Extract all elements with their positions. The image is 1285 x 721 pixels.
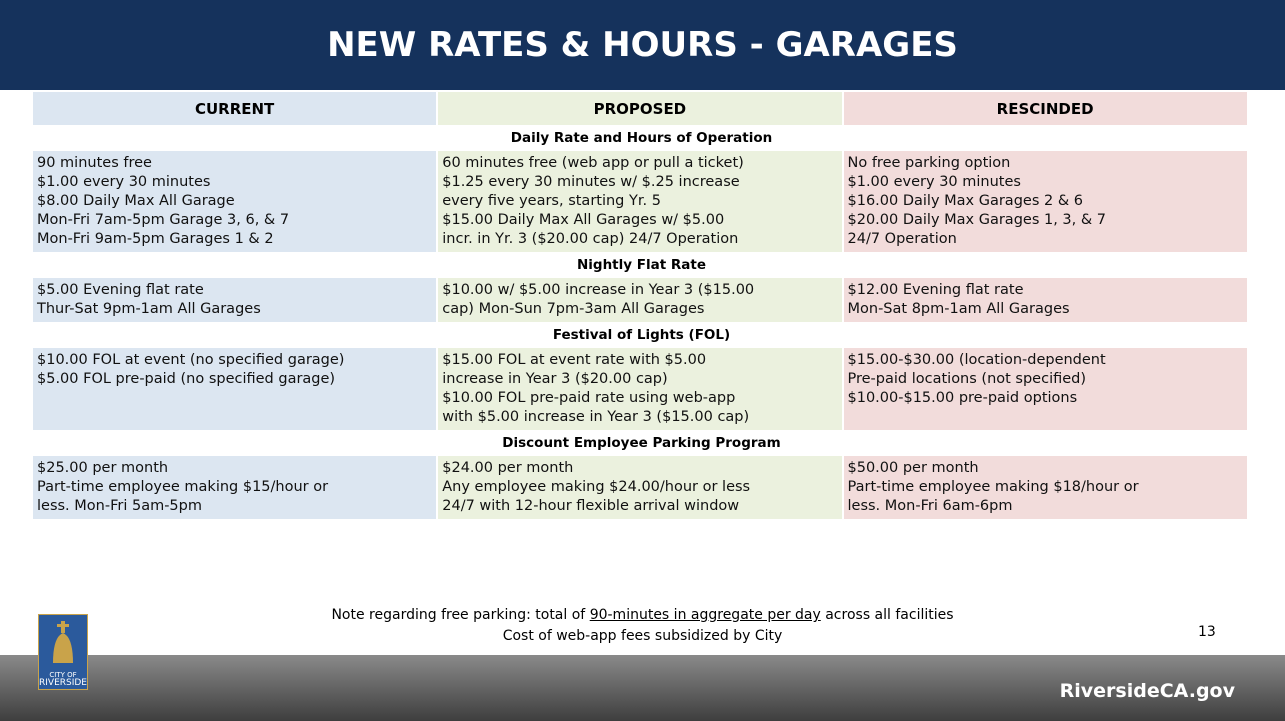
cell: 90 minutes free $1.00 every 30 minutes $8.… [33,151,439,252]
footer [0,655,1285,721]
cell-line: Part-time employee making $18/hour or [847,479,1139,495]
section-row: $5.00 Evening flat rate Thur-Sat 9pm-1am … [33,278,1250,322]
cell-line: $1.00 every 30 minutes [847,174,1021,190]
cell-line: $10.00-$15.00 pre-paid options [847,390,1078,406]
cell-line: 24/7 Operation [847,231,957,247]
cell: No free parking option $1.00 every 30 min… [843,151,1249,252]
note: Note regarding free parking: total of 90… [0,605,1285,626]
cell-line: Thur-Sat 9pm-1am All Garages [37,301,261,317]
cell-line: Mon-Fri 7am-5pm Garage 3, 6, & 7 [37,212,290,228]
header-row: CURRENT PROPOSED RESCINDED [33,92,1250,125]
cell: $15.00 FOL at event rate with $5.00 incre… [438,348,844,430]
cell: $24.00 per month Any employee making $24.… [438,456,844,519]
cell-line: $5.00 Evening flat rate [37,282,204,298]
cell-line: 90 minutes free [37,155,152,171]
cell-line: Pre-paid locations (not specified) [847,371,1087,387]
logo: CITY OF RIVERSIDE [38,614,88,690]
logo-line: RIVERSIDE [39,678,87,688]
cell-line: $1.25 every 30 minutes w/ $.25 increase [442,174,740,190]
cell-line: Part-time employee making $15/hour or [37,479,329,495]
note-text: across all facilities [820,607,954,623]
note: Cost of web-app fees subsidized by City [502,628,783,644]
cell-line: Mon-Sat 8pm-1am All Garages [847,301,1070,317]
cell-line: $5.00 FOL pre-paid (no specified garage) [37,371,336,387]
page-number: 13 [1198,624,1216,640]
cell: $10.00 FOL at event (no specified garage… [33,348,439,430]
note-underlined: 90-minutes in aggregate per day [589,607,821,623]
cell-line: $50.00 per month [847,460,979,476]
cell: $10.00 w/ $5.00 increase in Year 3 ($15.… [438,278,844,322]
rates-table: CURRENT PROPOSED RESCINDED Daily Rate and H… [33,92,1250,519]
section-title: Festival of Lights (FOL) [552,327,731,343]
column-header: PROPOSED [438,92,844,125]
cell-line: less. Mon-Fri 6am-6pm [847,498,1013,514]
cell-line: $15.00-$30.00 (location-dependent [847,352,1106,368]
cell-line: $10.00 w/ $5.00 increase in Year 3 ($15.… [442,282,755,298]
cell-line: $15.00 FOL at event rate with $5.00 [442,352,707,368]
cell-line: increase in Year 3 ($20.00 cap) [442,371,668,387]
title: NEW RATES & HOURS - GARAGES [327,25,958,65]
column-header: RESCINDED [843,92,1249,125]
cell-line: less. Mon-Fri 5am-5pm [37,498,202,514]
section-row: 90 minutes free $1.00 every 30 minutes $8.… [33,151,1250,252]
title-bar: NEW RATES & HOURS - GARAGES [0,0,1285,90]
footer-url: RiversideCA.gov [1059,680,1235,702]
cell-line: 60 minutes free (web app or pull a ticke… [442,155,744,171]
section-row: $25.00 per month Part-time employee makin… [33,456,1250,519]
logo-text: CITY OF RIVERSIDE [39,671,87,688]
cell: $12.00 Evening flat rate Mon-Sat 8pm-1am … [843,278,1249,322]
cell-line: $24.00 per month [442,460,574,476]
cell-line: $15.00 Daily Max All Garages w/ $5.00 [442,212,725,228]
cell-line: $16.00 Daily Max Garages 2 & 6 [847,193,1083,209]
cell-line: $12.00 Evening flat rate [847,282,1024,298]
cell-line: cap) Mon-Sun 7pm-3am All Garages [442,301,705,317]
cell-line: 24/7 with 12-hour flexible arrival windo… [442,498,740,514]
section-title: Discount Employee Parking Program [502,435,781,451]
cell-line: with $5.00 increase in Year 3 ($15.00 ca… [442,409,750,425]
cell-line: Any employee making $24.00/hour or less [442,479,751,495]
cell-line: $8.00 Daily Max All Garage [37,193,235,209]
cell: $50.00 per month Part-time employee makin… [843,456,1249,519]
cell: 60 minutes free (web app or pull a ticke… [438,151,844,252]
logo-icon [53,621,73,663]
cell-line: Mon-Fri 9am-5pm Garages 1 & 2 [37,231,274,247]
section-title: Daily Rate and Hours of Operation [510,130,773,146]
cell-line: incr. in Yr. 3 ($20.00 cap) 24/7 Operati… [442,231,739,247]
column-header: CURRENT [33,92,439,125]
cell-line: $10.00 FOL pre-paid rate using web-app [442,390,736,406]
cell-line: $25.00 per month [37,460,169,476]
note-text: Note regarding free parking: total of [331,607,590,623]
notes: Note regarding free parking: total of 90… [0,605,1285,647]
cell: $5.00 Evening flat rate Thur-Sat 9pm-1am … [33,278,439,322]
cell-line: No free parking option [847,155,1011,171]
logo-line: CITY OF [49,671,77,679]
cell: $15.00-$30.00 (location-dependent Pre-pai… [843,348,1249,430]
section-title: Nightly Flat Rate [576,257,706,273]
cell-line: $20.00 Daily Max Garages 1, 3, & 7 [847,212,1107,228]
cell-line: $1.00 every 30 minutes [37,174,211,190]
section-row: $10.00 FOL at event (no specified garage… [33,348,1250,430]
cell-line: every five years, starting Yr. 5 [442,193,661,209]
cell: $25.00 per month Part-time employee makin… [33,456,439,519]
cell-line: $10.00 FOL at event (no specified garage… [37,352,345,368]
